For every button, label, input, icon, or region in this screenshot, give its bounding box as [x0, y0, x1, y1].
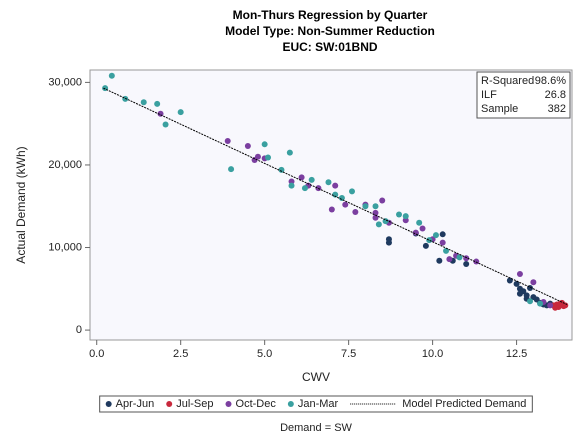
chart-title: Mon-Thurs Regression by Quarter — [233, 8, 428, 22]
point — [416, 219, 423, 226]
point — [379, 197, 386, 204]
point — [530, 279, 537, 286]
point — [432, 232, 439, 239]
point — [140, 99, 147, 106]
point — [162, 121, 169, 128]
y-tick-label: 10,000 — [48, 241, 82, 253]
x-tick-label: 7.5 — [341, 348, 356, 360]
point — [301, 185, 308, 192]
point — [562, 302, 569, 309]
stat-value: 98.6% — [535, 75, 566, 87]
footnote: Demand = SW — [280, 422, 352, 434]
stat-value: 26.8 — [545, 89, 566, 101]
point — [352, 209, 359, 216]
point — [385, 236, 392, 243]
point — [513, 280, 520, 287]
point — [426, 237, 433, 244]
point — [527, 298, 534, 305]
chart-subtitle: Model Type: Non-Summer Reduction — [225, 24, 435, 38]
legend-marker — [166, 401, 173, 407]
point — [177, 109, 184, 116]
point — [473, 258, 480, 265]
point — [332, 191, 339, 198]
point — [456, 254, 463, 261]
point — [265, 154, 272, 161]
point — [261, 141, 268, 148]
point — [332, 182, 339, 189]
point — [286, 149, 293, 156]
point — [402, 217, 409, 224]
point — [372, 203, 379, 210]
point — [402, 213, 409, 220]
chart-subtitle: EUC: SW:01BND — [282, 40, 377, 54]
point — [338, 194, 345, 201]
y-tick-label: 0 — [76, 324, 82, 336]
point — [439, 239, 446, 246]
point — [396, 211, 403, 218]
legend-label: Oct-Dec — [236, 398, 277, 410]
point — [154, 100, 161, 107]
legend: Apr-Jun Jul-Sep Oct-Dec Jan-Mar Model Predic… — [105, 398, 526, 410]
point — [224, 138, 231, 145]
point — [298, 174, 305, 181]
point — [552, 304, 559, 311]
stat-label: ILF — [481, 89, 497, 101]
point — [463, 255, 470, 262]
point — [348, 188, 355, 195]
y-tick-label: 20,000 — [48, 159, 82, 171]
point — [443, 247, 450, 254]
point — [288, 182, 295, 189]
x-tick-label: 0.0 — [89, 348, 104, 360]
point — [278, 166, 285, 173]
point — [375, 221, 382, 228]
x-tick-label: 2.5 — [173, 348, 188, 360]
point — [308, 176, 315, 183]
point — [422, 242, 429, 249]
y-tick-label: 30,000 — [48, 76, 82, 88]
point — [328, 206, 335, 213]
point — [362, 203, 369, 210]
legend-label: Jan-Mar — [298, 398, 339, 410]
x-axis-label: CWV — [302, 370, 330, 384]
y-axis-label: Actual Demand (kWh) — [14, 146, 28, 263]
legend-marker — [287, 401, 294, 407]
legend-marker — [105, 401, 112, 407]
legend-label: Model Predicted Demand — [402, 398, 526, 410]
point — [547, 302, 554, 309]
x-tick-label: 5.0 — [257, 348, 272, 360]
point — [439, 231, 446, 238]
stats-box — [476, 71, 571, 119]
legend-label: Jul-Sep — [176, 398, 213, 410]
stat-label: Sample — [481, 103, 518, 115]
x-tick-label: 10.0 — [422, 348, 443, 360]
point — [342, 201, 349, 208]
stat-value: 382 — [548, 103, 566, 115]
regression-line — [103, 87, 568, 305]
legend-box — [99, 395, 533, 413]
point — [244, 142, 251, 149]
point — [228, 166, 235, 173]
point — [288, 178, 295, 185]
x-tick-label: 12.5 — [506, 348, 527, 360]
point — [446, 256, 453, 263]
point — [325, 179, 332, 186]
legend-marker — [225, 401, 232, 407]
point — [108, 72, 115, 79]
point — [516, 270, 523, 277]
point — [372, 214, 379, 221]
legend-label: Apr-Jun — [116, 398, 155, 410]
stat-label: R-Squared — [481, 75, 534, 87]
point — [537, 300, 544, 307]
point — [419, 225, 426, 232]
point — [436, 257, 443, 264]
point — [516, 290, 523, 297]
point — [463, 261, 470, 268]
